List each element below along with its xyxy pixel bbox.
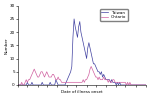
Legend: Taiwan, Ontario: Taiwan, Ontario (100, 9, 128, 21)
X-axis label: Date of illness onset: Date of illness onset (61, 90, 103, 94)
Y-axis label: Number: Number (4, 37, 8, 54)
